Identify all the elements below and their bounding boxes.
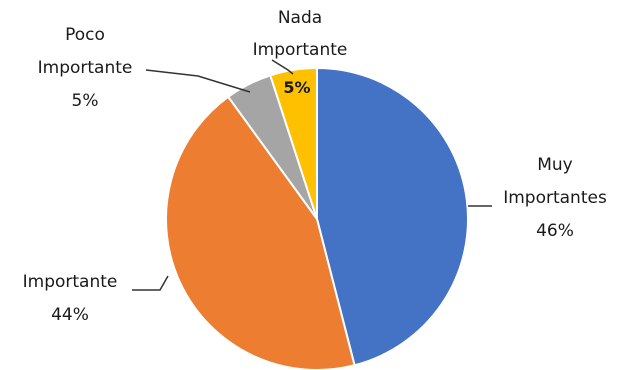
leader-line-importante	[132, 275, 169, 291]
slice-value-poco-importante: 5%	[72, 91, 99, 111]
slice-label-muy-importantes-line1: Muy	[537, 155, 573, 175]
slice-label-muy-importantes-line2: Importantes	[503, 188, 607, 208]
slice-muy-importantes	[316, 66, 469, 367]
slice-importante	[165, 95, 356, 370]
slice-label-importante: Importante	[23, 272, 118, 292]
leader-lines	[132, 59, 492, 291]
leader-line-nada-importante	[271, 59, 294, 75]
slice-nada-importante	[269, 66, 318, 220]
slice-value-importante: 44%	[51, 305, 89, 325]
slice-label-poco-importante-line1: Poco	[65, 25, 105, 45]
slice-label-nada-importante-line1: Nada	[278, 8, 322, 28]
slice-label-poco-importante-line2: Importante	[38, 58, 133, 78]
slice-label-nada-importante-line2: Importante	[253, 40, 348, 60]
slice-value-muy-importantes: 46%	[536, 221, 574, 241]
leader-line-poco-importante	[145, 69, 251, 93]
pie-slices	[165, 66, 469, 370]
slice-value-nada-importante: 5%	[283, 78, 310, 97]
